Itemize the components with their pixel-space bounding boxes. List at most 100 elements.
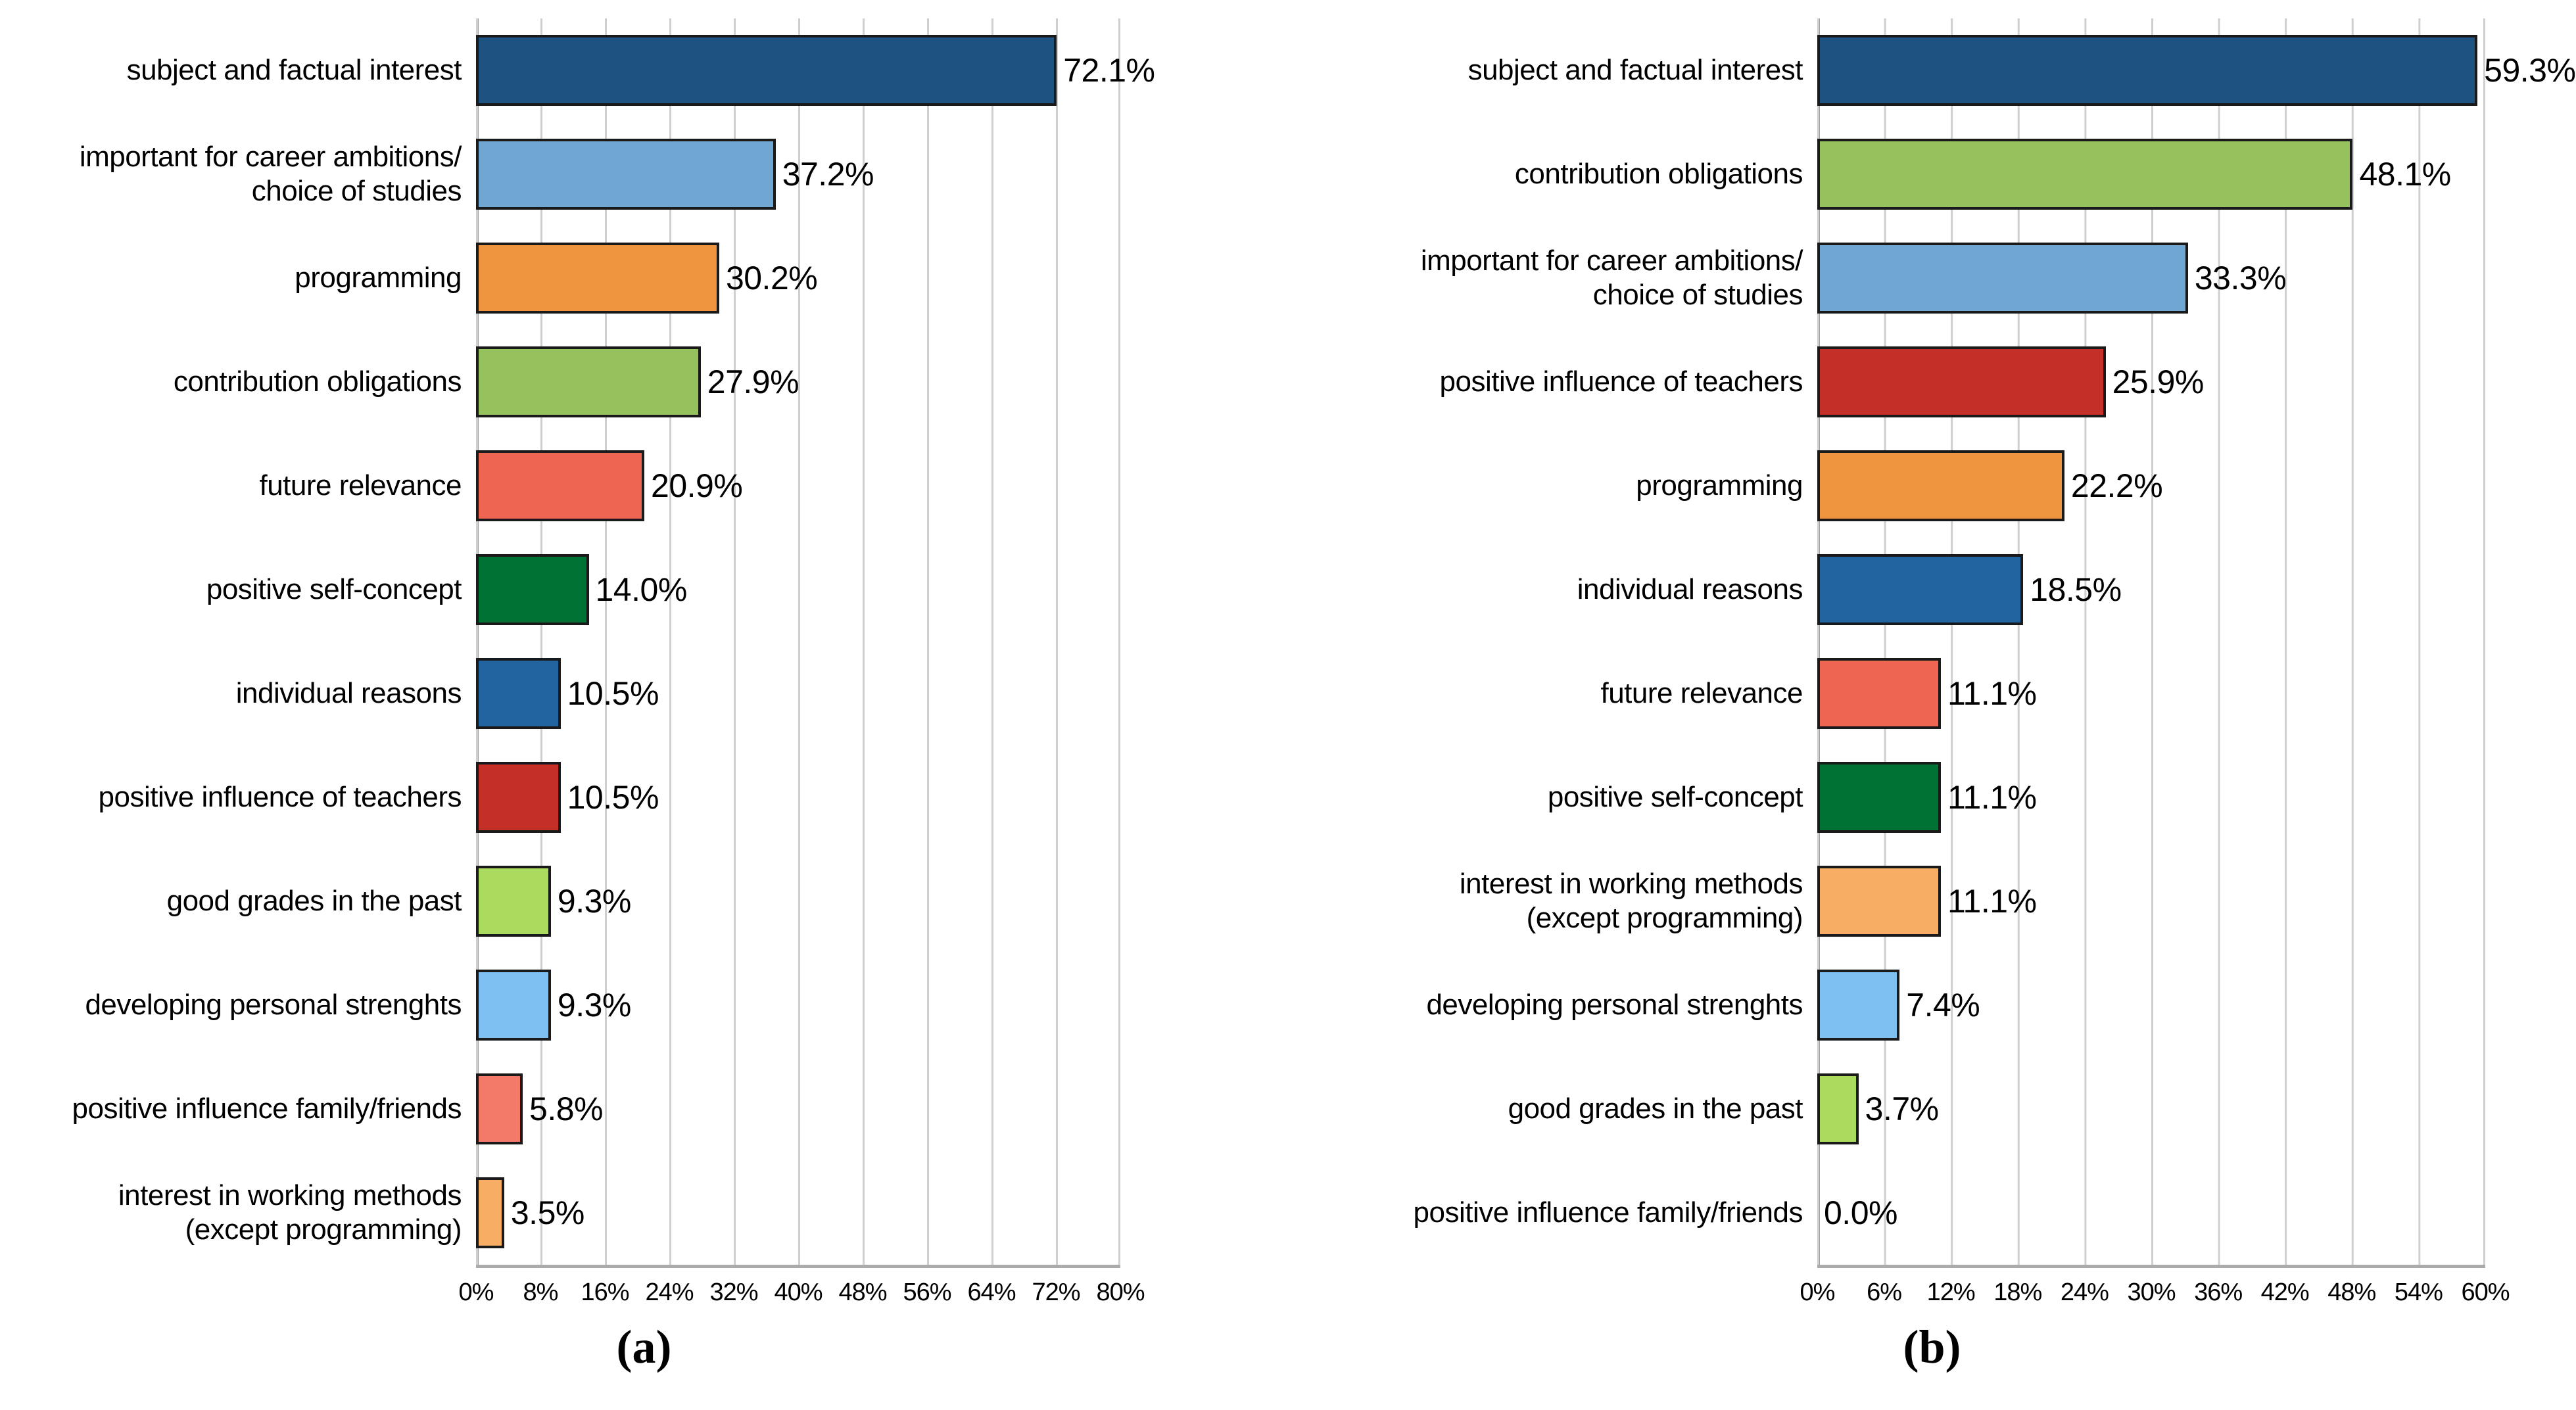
- value-label: 72.1%: [1063, 52, 1155, 89]
- chart-row: interest in working methods (except prog…: [0, 1161, 1288, 1265]
- bar: [476, 243, 719, 314]
- x-tick-label: 56%: [903, 1279, 951, 1306]
- bar-track: 9.3%: [476, 849, 1120, 953]
- x-tick-label: 60%: [2461, 1279, 2510, 1306]
- bar: [476, 1177, 504, 1248]
- x-tick-label: 12%: [1926, 1279, 1976, 1306]
- bar: [476, 450, 645, 521]
- chart-row: interest in working methods (except prog…: [1288, 849, 2576, 953]
- bar-chart-a: subject and factual interest 72.1% importa…: [0, 18, 1288, 1312]
- bar: [1817, 1073, 1859, 1144]
- x-tick-label: 36%: [2194, 1279, 2243, 1306]
- value-label: 11.1%: [1947, 883, 2037, 920]
- x-tick-label: 42%: [2260, 1279, 2310, 1306]
- bar: [1817, 554, 2024, 625]
- bar-track: 0.0%: [1817, 1161, 2485, 1265]
- chart-row: positive self-concept 14.0%: [0, 538, 1288, 642]
- bar: [1817, 346, 2106, 417]
- bar: [476, 762, 561, 833]
- bar-track: 33.3%: [1817, 226, 2485, 330]
- chart-a-panel: subject and factual interest 72.1% importa…: [0, 18, 1288, 1373]
- bar-track: 11.1%: [1817, 642, 2485, 745]
- x-tick-label: 80%: [1096, 1279, 1145, 1306]
- value-label: 14.0%: [595, 571, 688, 608]
- x-tick-label: 32%: [709, 1279, 758, 1306]
- bar-track: 27.9%: [476, 330, 1120, 434]
- category-label: subject and factual interest: [126, 54, 462, 87]
- bar-track: 59.3%: [1817, 18, 2576, 122]
- bar: [476, 139, 776, 210]
- bar-track: 14.0%: [476, 538, 1120, 642]
- chart-row: future relevance 11.1%: [1288, 642, 2576, 745]
- bar: [1817, 243, 2188, 314]
- category-label: important for career ambitions/ choice o…: [79, 141, 462, 207]
- bar-track: 11.1%: [1817, 745, 2485, 849]
- category-label: positive influence family/friends: [1413, 1196, 1803, 1229]
- category-label: developing personal strenghts: [1426, 989, 1803, 1022]
- x-tick-label: 18%: [1993, 1279, 2042, 1306]
- bar: [476, 346, 701, 417]
- chart-row: programming 30.2%: [0, 226, 1288, 330]
- category-label: developing personal strenghts: [85, 989, 462, 1022]
- x-tick-label: 6%: [1867, 1279, 1902, 1306]
- value-label: 30.2%: [725, 260, 818, 296]
- bar-track: 72.1%: [476, 18, 1155, 122]
- chart-row: contribution obligations 48.1%: [1288, 122, 2576, 226]
- category-label: positive self-concept: [206, 573, 462, 606]
- bar-track: 25.9%: [1817, 330, 2485, 434]
- bar-track: 22.2%: [1817, 434, 2485, 538]
- category-label: future relevance: [259, 469, 462, 502]
- x-tick-label: 54%: [2394, 1279, 2443, 1306]
- x-tick-label: 48%: [838, 1279, 887, 1306]
- x-tick-label: 30%: [2127, 1279, 2176, 1306]
- bar-track: 48.1%: [1817, 122, 2485, 226]
- caption-a: (a): [616, 1321, 672, 1373]
- category-label: contribution obligations: [173, 365, 462, 398]
- bar-track: 18.5%: [1817, 538, 2485, 642]
- chart-row: contribution obligations 27.9%: [0, 330, 1288, 434]
- bar-track: 20.9%: [476, 434, 1120, 538]
- chart-b-plot-area: subject and factual interest 59.3% contrib…: [1288, 18, 2576, 1265]
- category-label: positive self-concept: [1547, 781, 1803, 814]
- category-label: good grades in the past: [166, 885, 462, 918]
- bar-chart-b: subject and factual interest 59.3% contrib…: [1288, 18, 2576, 1312]
- bar: [1817, 658, 1941, 729]
- bar: [1817, 866, 1941, 937]
- bar: [476, 35, 1057, 106]
- chart-b-x-axis: 0% 6% 12% 18% 24% 30% 36% 42% 48% 54% 60%: [1800, 1265, 2510, 1312]
- bar-track: 10.5%: [476, 642, 1120, 745]
- bar-track: 3.7%: [1817, 1057, 2485, 1161]
- value-label: 3.7%: [1865, 1091, 1939, 1127]
- bar-track: 11.1%: [1817, 849, 2485, 953]
- bar: [1817, 139, 2353, 210]
- category-label: programming: [295, 262, 462, 294]
- bar: [476, 866, 551, 937]
- value-label: 33.3%: [2194, 260, 2287, 296]
- x-tick-label: 0%: [1800, 1279, 1836, 1306]
- x-tick-label: 8%: [523, 1279, 559, 1306]
- category-label: positive influence of teachers: [1439, 365, 1803, 398]
- value-label: 10.5%: [567, 779, 659, 816]
- chart-row: positive influence of teachers 10.5%: [0, 745, 1288, 849]
- bar-track: 37.2%: [476, 122, 1120, 226]
- chart-row: programming 22.2%: [1288, 434, 2576, 538]
- category-label: positive influence family/friends: [72, 1093, 462, 1125]
- bar-track: 10.5%: [476, 745, 1120, 849]
- category-label: subject and factual interest: [1467, 54, 1803, 87]
- category-label: interest in working methods (except prog…: [118, 1179, 462, 1246]
- category-label: individual reasons: [1577, 573, 1803, 606]
- value-label: 9.3%: [557, 987, 631, 1023]
- chart-row: positive influence family/friends 5.8%: [0, 1057, 1288, 1161]
- value-label: 27.9%: [707, 364, 799, 400]
- value-label: 5.8%: [529, 1091, 604, 1127]
- chart-row: important for career ambitions/ choice o…: [1288, 226, 2576, 330]
- x-tick-label: 0%: [458, 1279, 494, 1306]
- x-tick-label: 48%: [2327, 1279, 2376, 1306]
- chart-row: good grades in the past 3.7%: [1288, 1057, 2576, 1161]
- x-tick-label: 40%: [774, 1279, 823, 1306]
- chart-b-panel: subject and factual interest 59.3% contrib…: [1288, 0, 2576, 1410]
- category-label: important for career ambitions/ choice o…: [1420, 245, 1803, 311]
- value-label: 10.5%: [567, 675, 659, 712]
- x-tick-label: 24%: [645, 1279, 694, 1306]
